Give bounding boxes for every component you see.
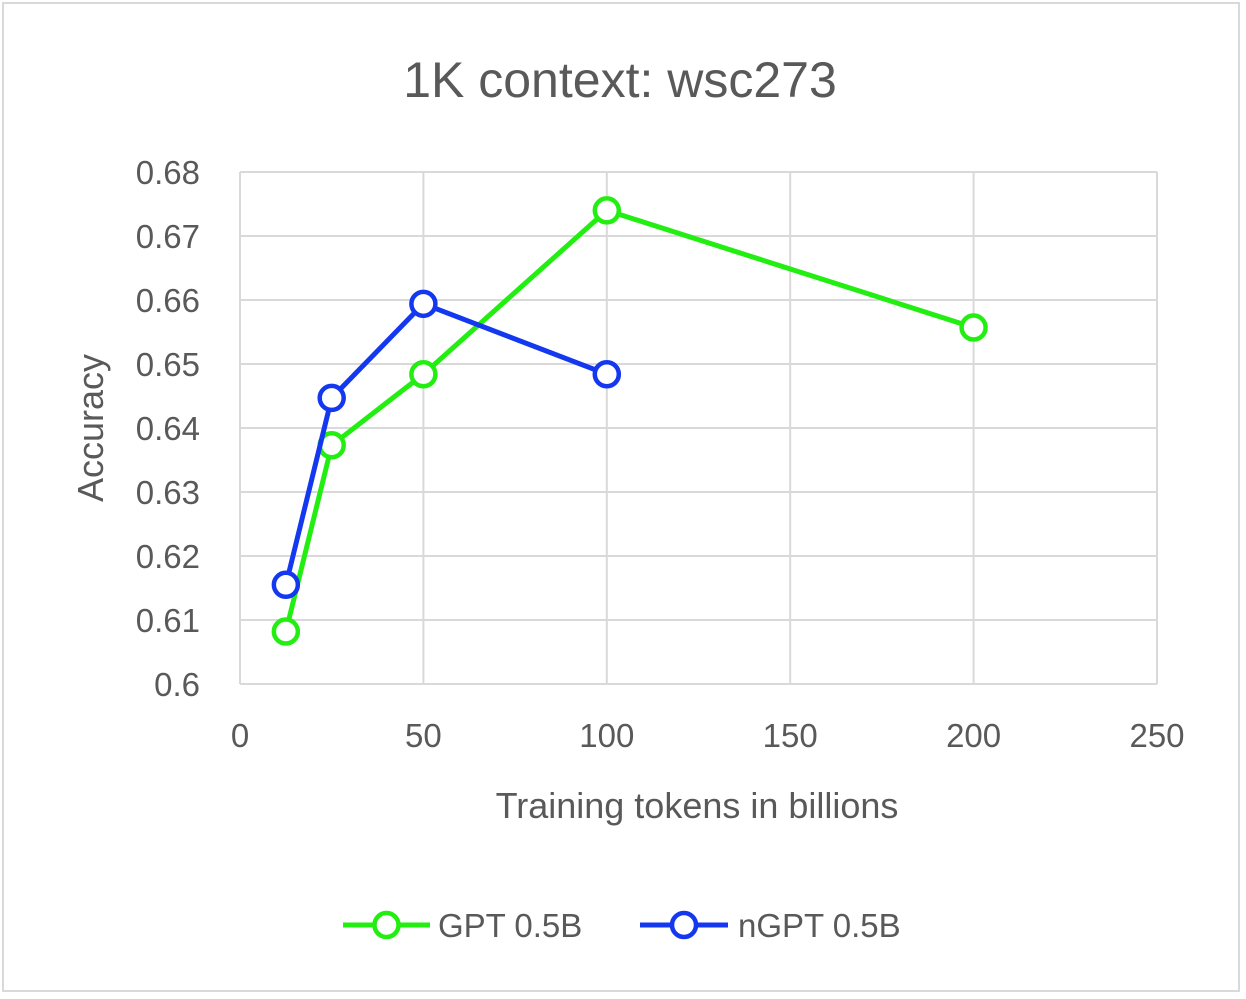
y-axis-title: Accuracy bbox=[70, 354, 111, 502]
data-point-gpt-0-5b bbox=[592, 196, 622, 225]
y-tick-label: 0.65 bbox=[136, 346, 200, 383]
data-point-ngpt-0-5b bbox=[271, 570, 301, 600]
legend-swatch-marker-ngpt-0-5b bbox=[669, 910, 699, 940]
data-point-ngpt-0-5b bbox=[592, 359, 622, 389]
y-tick-label: 0.66 bbox=[136, 282, 200, 319]
y-tick-label: 0.64 bbox=[136, 410, 200, 447]
chart-title: 1K context: wsc273 bbox=[403, 52, 837, 108]
x-tick-labels: 0 50 100 150 200 250 bbox=[231, 717, 1185, 754]
legend: GPT 0.5B nGPT 0.5B bbox=[343, 907, 901, 944]
y-tick-label: 0.68 bbox=[136, 154, 200, 191]
x-axis-title: Training tokens in billions bbox=[496, 785, 899, 826]
x-tick-label: 250 bbox=[1129, 717, 1184, 754]
series-line-ngpt-0-5b bbox=[283, 301, 608, 586]
series-line-gpt-0-5b bbox=[283, 207, 975, 633]
y-tick-label: 0.67 bbox=[136, 218, 200, 255]
data-point-ngpt-0-5b bbox=[409, 289, 438, 319]
x-tick-label: 50 bbox=[405, 717, 442, 754]
gridlines bbox=[240, 171, 1158, 684]
y-tick-label: 0.62 bbox=[136, 538, 200, 575]
data-point-ngpt-0-5b bbox=[317, 383, 346, 413]
x-tick-label: 0 bbox=[231, 717, 249, 754]
y-tick-labels: 0.6 0.61 0.62 0.63 0.64 0.65 0.66 0.67 0.68 bbox=[136, 154, 200, 703]
data-point-gpt-0-5b bbox=[959, 313, 988, 342]
x-tick-label: 150 bbox=[763, 717, 818, 754]
axes bbox=[239, 172, 1157, 685]
legend-swatch-marker-gpt-0-5b bbox=[372, 910, 401, 940]
legend-label-gpt-0-5b: GPT 0.5B bbox=[438, 907, 582, 944]
x-tick-label: 100 bbox=[579, 717, 634, 754]
y-tick-label: 0.63 bbox=[136, 474, 200, 511]
y-tick-label: 0.6 bbox=[154, 666, 200, 703]
x-tick-label: 200 bbox=[946, 717, 1001, 754]
legend-label-ngpt-0-5b: nGPT 0.5B bbox=[738, 907, 901, 944]
y-tick-label: 0.61 bbox=[136, 602, 200, 639]
data-point-gpt-0-5b bbox=[409, 359, 438, 389]
series-lines bbox=[271, 196, 988, 646]
data-point-gpt-0-5b bbox=[271, 617, 301, 646]
